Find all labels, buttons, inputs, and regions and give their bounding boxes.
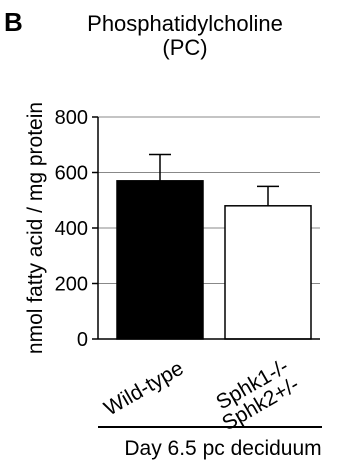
bars	[116, 153, 312, 340]
x-tick-label: Sphk1-/-Sphk2+/-	[212, 355, 303, 435]
bar	[116, 180, 204, 340]
y-tick-label: 400	[55, 218, 88, 240]
x-axis: Wild-type Sphk1-/-Sphk2+/-	[98, 338, 320, 435]
chart-title: Phosphatidylcholine	[87, 11, 283, 36]
y-tick-label: 200	[55, 274, 88, 296]
panel-label: B	[4, 7, 23, 37]
x-axis-label: Day 6.5 pc deciduum	[124, 437, 321, 460]
y-tick-label: 0	[77, 329, 88, 351]
x-tick-label-line: Wild-type	[100, 357, 187, 421]
chart-subtitle: (PC)	[162, 35, 207, 60]
y-tick-label: 600	[55, 163, 88, 185]
bar	[224, 205, 312, 340]
x-tick-label: Wild-type	[100, 357, 187, 421]
y-tick-label: 800	[55, 107, 88, 129]
y-axis: 0 200 400 600 800	[55, 107, 99, 351]
y-axis-label: nmol fatty acid / mg protein	[24, 102, 47, 354]
